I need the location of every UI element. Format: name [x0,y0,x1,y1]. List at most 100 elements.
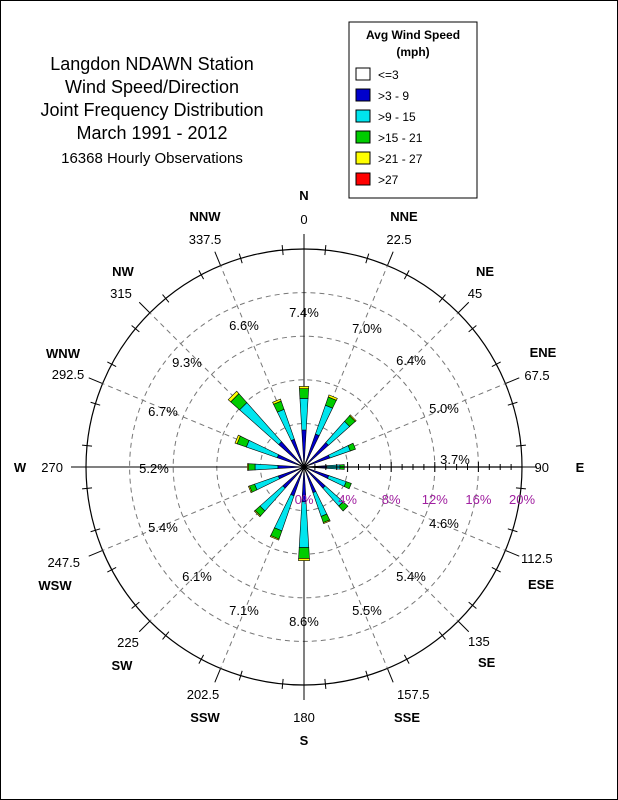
legend-swatch [355,151,371,165]
ring-tick [162,294,170,303]
legend-swatch [355,172,371,186]
direction-degree-label: 225 [117,635,139,650]
legend-label: >3 - 9 [378,89,409,103]
spoke-extension [214,251,222,266]
ring-tick [491,361,501,368]
legend-swatch [355,109,371,123]
ring-tick [90,528,101,533]
direction-name-label: N [299,188,308,203]
ring-tick [507,401,518,406]
ring-tick [198,654,205,664]
ring-tick [507,528,518,533]
ring-tick [162,631,170,640]
sector-percent-label: 5.4% [148,520,178,535]
petal-segment [247,485,253,494]
petal-segment [299,398,309,431]
legend-swatch [355,88,371,102]
ring-tick [238,670,243,681]
petal-segment [327,394,338,401]
spoke-extension [214,668,222,683]
direction-degree-label: 45 [468,286,482,301]
direction-name-label: WSW [38,578,72,593]
petal-segment [315,404,333,437]
petal-segment [298,386,310,389]
ring-tick [365,253,370,264]
sector-percent-label: 5.2% [139,461,169,476]
direction-name-label: SSE [394,710,420,725]
legend-unit: (mph) [396,45,429,59]
radial-tick-label: 20% [509,492,535,507]
direction-degree-label: 337.5 [189,232,222,247]
spoke-extension [457,301,470,314]
legend-items: <=3 >3 - 9 >9 - 15 >15 - 21 >21 - 27 >27 [355,67,423,187]
ring-tick [238,253,243,264]
direction-degree-label: 270 [41,460,63,475]
spoke-extension [138,620,151,633]
ring-tick [515,487,526,490]
direction-name-label: W [14,460,27,475]
sector-percent-label: 6.1% [182,569,212,584]
direction-name-label: NW [112,264,134,279]
title-line-1: Langdon NDAWN Station [50,54,253,74]
ring-tick [403,270,410,280]
petal-segment [277,465,303,469]
petal-segment [298,558,310,561]
petal-segment [247,463,249,471]
petal-segment [253,510,261,518]
direction-name-label: NE [476,264,494,279]
sector-percent-label: 3.7% [440,452,470,467]
direction-name-label: WNW [46,346,81,361]
direction-name-label: E [576,460,585,475]
petal-segment [327,475,347,487]
petal-segment [298,547,310,559]
direction-name-label: ESE [528,577,554,592]
sector-percent-label: 6.4% [396,353,426,368]
subtitle: 16368 Hourly Observations [61,150,243,167]
petal-segment [325,420,351,446]
ring-tick [90,401,101,406]
direction-degree-label: 292.5 [52,367,85,382]
ring-tick [281,678,284,689]
sector-percent-label: 5.4% [396,569,426,584]
spoke-extension [386,668,394,683]
sector-percent-label: 8.6% [289,614,319,629]
ring-tick [438,631,446,640]
petal-segment [347,442,356,452]
direction-labels: N 0 NNE 22.5 NE 45 ENE 67.5 E 90 ESE 112.5 SE 135 SSE 1… [14,188,585,748]
title-line-4: March 1991 - 2012 [76,123,227,143]
petal-segment [301,429,307,466]
ring-tick [468,601,477,609]
ring-tick [198,270,205,280]
direction-degree-label: 67.5 [524,368,549,383]
petal-segment [349,414,357,422]
ring-tick [403,654,410,664]
petal-segment [312,491,328,517]
sector-percent-label: 5.5% [352,603,382,618]
ring-tick [131,601,140,609]
sector-percent-label: 6.6% [229,318,259,333]
legend-label: >21 - 27 [378,152,423,166]
direction-name-label: SSW [190,710,220,725]
petal-segment [343,481,352,490]
direction-degree-label: 22.5 [386,232,411,247]
legend-label: <=3 [378,68,399,82]
sector-percent-label: 7.1% [229,603,259,618]
sector-percent-label: 7.4% [289,305,319,320]
direction-name-label: SW [112,658,134,673]
petal-segment [248,463,256,471]
petal-segment [254,463,279,471]
spoke-extension [88,377,103,385]
ring-tick [468,325,477,333]
radial-tick-label: 0% [295,492,314,507]
direction-name-label: ENE [530,345,557,360]
legend-label: >15 - 21 [378,131,423,145]
legend-title: Avg Wind Speed [366,28,460,42]
petal-segment [254,475,280,491]
spoke-extension [386,251,394,266]
legend: Avg Wind Speed (mph) <=3 >3 - 9 >9 - 15 >15… [348,21,478,199]
direction-name-label: NNE [390,209,418,224]
title-block: Langdon NDAWN Station Wind Speed/Directi… [40,54,263,167]
petal-segment [298,501,310,548]
